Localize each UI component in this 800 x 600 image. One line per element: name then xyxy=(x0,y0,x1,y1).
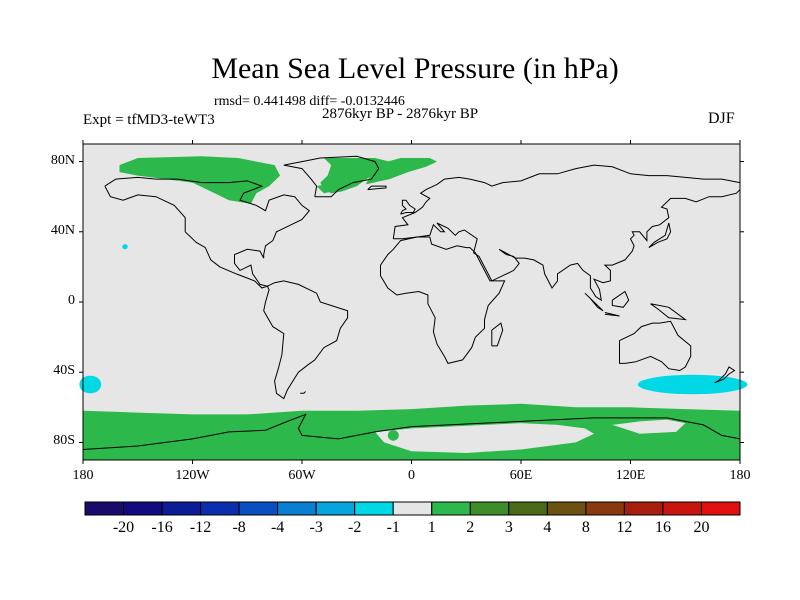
colorbar-label: -4 xyxy=(270,519,285,536)
y-tick-label: 40S xyxy=(53,363,75,379)
y-tick-label: 80S xyxy=(53,433,75,449)
colorbar-swatch xyxy=(277,501,317,516)
coast-falklands xyxy=(300,391,306,394)
colorbar-label: 12 xyxy=(616,519,633,536)
colorbar-swatch xyxy=(238,501,279,516)
neutral-wilkes-land xyxy=(612,419,686,434)
colorbar-label: 2 xyxy=(466,519,475,536)
colorbar-swatch xyxy=(84,501,124,516)
colorbar-label: 16 xyxy=(654,519,671,536)
colorbar-swatch xyxy=(315,501,356,516)
axis-ticks xyxy=(79,140,744,464)
coast-north-america xyxy=(104,176,311,289)
coast-antarctica xyxy=(82,413,741,450)
neutral-east-antarctica xyxy=(375,423,594,453)
chart-title: Mean Sea Level Pressure (in hPa) xyxy=(211,52,619,85)
colorbar-swatch xyxy=(585,501,625,516)
coast-new-guinea xyxy=(650,303,688,321)
y-tick-label: 80N xyxy=(50,152,75,168)
x-tick-label: 180 xyxy=(729,468,751,483)
colorbar-label: 4 xyxy=(543,519,552,536)
colorbar-swatch xyxy=(546,501,587,516)
coast-new-zealand xyxy=(714,366,736,384)
anomaly-small-antarctic xyxy=(387,430,399,441)
anomaly-arctic-canada xyxy=(119,156,281,204)
colorbar-label: -16 xyxy=(151,519,173,536)
coastlines xyxy=(82,155,741,450)
y-tick-label: 40N xyxy=(50,222,75,238)
colorbar-swatch xyxy=(623,501,664,516)
colorbar-label: 20 xyxy=(693,519,710,536)
x-tick-label: 0 xyxy=(408,468,415,483)
colorbar-swatch xyxy=(354,501,394,516)
period-subtitle: 2876kyr BP - 2876kyr BP xyxy=(322,106,479,122)
colorbar xyxy=(84,501,741,516)
colorbar-label: 3 xyxy=(504,519,513,536)
coast-eurasia-north xyxy=(392,164,741,239)
coast-java xyxy=(604,312,620,317)
coast-madagascar xyxy=(491,322,504,347)
coast-australia xyxy=(619,320,692,372)
coast-eurasia-south xyxy=(393,189,741,302)
coast-sumatra xyxy=(584,292,604,312)
colorbar-label: -12 xyxy=(189,519,212,536)
colorbar-label: 1 xyxy=(427,519,436,536)
x-tick-label: 180 xyxy=(72,468,94,483)
coast-great-britain xyxy=(400,199,416,215)
map-area xyxy=(79,143,748,461)
anomaly-greenland-sea xyxy=(365,158,437,185)
season-label: DJF xyxy=(708,110,735,127)
colorbar-swatch xyxy=(508,501,548,516)
colorbar-label: -1 xyxy=(386,519,400,536)
x-tick-label: 60W xyxy=(288,468,316,483)
coast-greenland xyxy=(283,155,380,198)
colorbar-label: -8 xyxy=(232,519,246,536)
coast-borneo xyxy=(611,290,630,308)
x-tick-label: 120W xyxy=(175,468,210,483)
colorbar-swatch xyxy=(662,501,702,516)
colorbar-label: -20 xyxy=(112,519,135,536)
colorbar-swatch xyxy=(200,501,240,516)
y-tick-label: 0 xyxy=(68,293,75,308)
colorbar-swatch xyxy=(392,501,433,516)
colorbar-swatch xyxy=(431,501,471,516)
coast-south-america xyxy=(263,280,349,400)
anomaly-north-pacific xyxy=(122,244,128,250)
colorbar-swatch xyxy=(123,501,163,516)
colorbar-label: 8 xyxy=(581,519,590,536)
colorbar-label: -3 xyxy=(309,519,323,536)
x-tick-label: 60E xyxy=(509,468,533,483)
colorbar-label: -2 xyxy=(348,519,362,536)
experiment-label: Expt = tfMD3-teWT3 xyxy=(83,112,215,128)
anomaly-south-pacific xyxy=(79,375,102,394)
coast-iceland xyxy=(367,185,387,191)
coast-japan xyxy=(648,222,672,249)
colorbar-swatch xyxy=(469,501,510,516)
colorbar-swatch xyxy=(161,501,202,516)
stats-subtitle: rmsd= 0.441498 diff= -0.0132446 xyxy=(214,94,405,109)
anomaly-south-indian xyxy=(637,374,748,395)
coast-africa xyxy=(380,236,506,364)
x-tick-label: 120E xyxy=(615,468,646,483)
colorbar-swatch xyxy=(701,501,741,516)
